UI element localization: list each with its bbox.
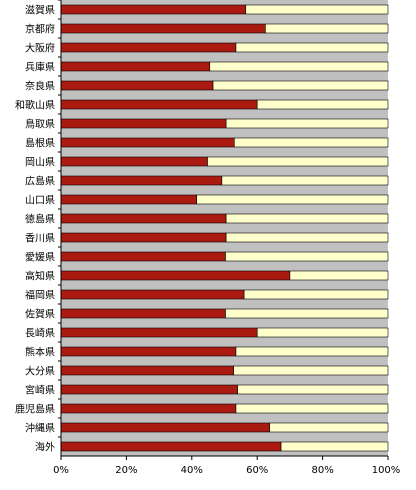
category-label: 海外 — [35, 441, 55, 454]
category-label: 広島県 — [25, 175, 55, 188]
category-label: 鳥取県 — [25, 118, 55, 131]
category-label: 京都府 — [25, 23, 55, 36]
bar-2-6 — [256, 99, 389, 110]
bar-2-17 — [225, 308, 389, 319]
bar-1-8 — [60, 137, 235, 148]
bar-2-16 — [243, 289, 389, 300]
bar-1-18 — [60, 327, 258, 338]
category-label: 長崎県 — [25, 327, 55, 340]
category-label: 愛媛県 — [25, 251, 55, 264]
bar-2-8 — [234, 137, 389, 148]
bar-2-13 — [225, 232, 389, 243]
category-label: 佐賀県 — [25, 309, 55, 321]
x-tick-label: 80% — [311, 465, 333, 476]
bar-1-10 — [60, 175, 223, 186]
category-label: 福岡県 — [25, 289, 55, 302]
bar-2-15 — [289, 270, 389, 281]
bar-2-3 — [235, 42, 389, 53]
category-label: 大阪府 — [25, 42, 55, 55]
bar-2-14 — [225, 251, 389, 262]
bar-1-15 — [60, 270, 291, 281]
plot-background — [61, 0, 388, 456]
bar-1-20 — [60, 365, 234, 376]
bar-1-13 — [60, 232, 227, 243]
category-label: 島根県 — [25, 137, 55, 150]
x-ticks: 0% 20% 40% 60% 80% 100% — [53, 456, 400, 476]
bar-1-22 — [60, 403, 237, 414]
category-label: 岡山県 — [25, 157, 55, 169]
bar-1-7 — [60, 118, 227, 129]
category-label: 徳島県 — [25, 213, 55, 226]
bar-1-19 — [60, 346, 237, 357]
bar-1-11 — [60, 194, 198, 205]
category-label: 滋賀県 — [25, 4, 55, 17]
bar-2-5 — [212, 80, 389, 91]
bar-1-5 — [60, 80, 214, 91]
category-label: 大分県 — [25, 365, 55, 378]
bar-1-2 — [60, 23, 266, 34]
bar-1-3 — [60, 42, 237, 53]
category-label: 鹿児島県 — [15, 403, 55, 416]
bar-1-1 — [60, 4, 247, 15]
x-tick-label: 0% — [53, 465, 69, 476]
category-label: 沖縄県 — [25, 422, 55, 435]
bar-2-24 — [280, 441, 389, 452]
category-label: 宮崎県 — [25, 384, 55, 397]
category-labels: 滋賀県京都府大阪府兵庫県奈良県和歌山県鳥取県島根県岡山県広島県山口県徳島県香川県… — [15, 0, 61, 454]
bar-2-2 — [265, 23, 389, 34]
bar-2-11 — [196, 194, 389, 205]
bar-1-4 — [60, 61, 211, 72]
bar-2-9 — [207, 156, 389, 167]
bar-2-23 — [269, 422, 389, 433]
x-tick-label: 100% — [372, 465, 401, 476]
category-label: 奈良県 — [25, 80, 55, 93]
bar-2-4 — [209, 61, 389, 72]
bar-1-17 — [60, 308, 226, 319]
category-label: 兵庫県 — [25, 61, 55, 74]
bar-1-21 — [60, 384, 238, 395]
bar-2-10 — [221, 175, 389, 186]
bar-1-6 — [60, 99, 258, 110]
x-tick-label: 40% — [181, 465, 203, 476]
x-tick-label: 20% — [115, 465, 137, 476]
bar-1-9 — [60, 156, 208, 167]
category-label: 山口県 — [25, 195, 55, 207]
category-label: 熊本県 — [25, 346, 55, 359]
bar-1-12 — [60, 213, 227, 224]
bar-2-12 — [225, 213, 389, 224]
category-label: 和歌山県 — [15, 99, 55, 112]
bars — [60, 4, 389, 452]
bar-2-7 — [225, 118, 389, 129]
category-label: 香川県 — [25, 233, 55, 245]
bar-2-18 — [256, 327, 389, 338]
bar-2-21 — [237, 384, 389, 395]
bar-2-19 — [235, 346, 389, 357]
bar-2-20 — [233, 365, 389, 376]
bar-1-16 — [60, 289, 245, 300]
bar-1-24 — [60, 441, 282, 452]
category-label: 高知県 — [25, 270, 55, 283]
bar-2-1 — [245, 4, 389, 15]
x-tick-label: 60% — [246, 465, 268, 476]
bar-1-23 — [60, 422, 270, 433]
bar-1-14 — [60, 251, 226, 262]
bar-2-22 — [235, 403, 389, 414]
